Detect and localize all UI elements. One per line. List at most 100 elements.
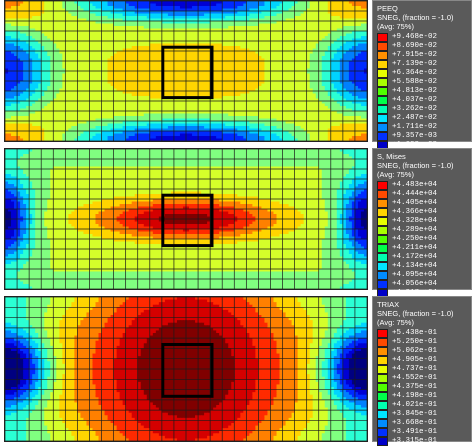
legend-row: +1.711e-02: [377, 123, 471, 132]
mesh-grid: [5, 1, 367, 141]
legend-row: +4.737e-01: [377, 365, 471, 374]
legend-tick-label: +8.690e-02: [392, 42, 437, 51]
legend-swatch: [377, 365, 388, 374]
legend-tick-label: +4.813e-02: [392, 87, 437, 96]
legend-tick-label: +7.139e-02: [392, 60, 437, 69]
legend-row: +4.483e+04: [377, 181, 471, 190]
legend-tick-label: +5.438e-01: [392, 329, 437, 338]
legend-swatch: [377, 33, 388, 42]
legend-swatch: [377, 132, 388, 141]
legend-title: PEEQ: [377, 4, 471, 13]
legend-swatch: [377, 51, 388, 60]
legend-swatch: [377, 114, 388, 123]
legend-row: +4.375e-01: [377, 383, 471, 392]
legend-peeq: PEEQ SNEG, (fraction = -1.0) (Avg: 75%) …: [372, 0, 472, 150]
legend-row: +7.139e-02: [377, 60, 471, 69]
legend-tick-label: +3.668e-01: [392, 419, 437, 428]
legend-tick-label: +9.468e-02: [392, 33, 437, 42]
legend-row: +7.915e-02: [377, 51, 471, 60]
legend-tick-label: +4.250e+04: [392, 235, 437, 244]
legend-tick-label: +1.711e-02: [392, 123, 437, 132]
legend-swatch: [377, 392, 388, 401]
contour-plot-mises: [4, 148, 368, 290]
legend-row: +3.262e-02: [377, 105, 471, 114]
contour-panel-peeq: PEEQ SNEG, (fraction = -1.0) (Avg: 75%) …: [0, 0, 474, 150]
legend-swatch: [377, 338, 388, 347]
legend-tick-label: +4.737e-01: [392, 365, 437, 374]
legend-tick-label: +4.366e+04: [392, 208, 437, 217]
legend-row: +4.037e-02: [377, 96, 471, 105]
legend-swatch: [377, 437, 388, 446]
legend-row: +2.487e-02: [377, 114, 471, 123]
legend-tick-label: +5.250e-01: [392, 338, 437, 347]
legend-row: +5.438e-01: [377, 329, 471, 338]
legend-swatch: [377, 226, 388, 235]
legend-swatch: [377, 347, 388, 356]
legend-tick-label: +3.315e-01: [392, 437, 437, 446]
legend-rows: +5.438e-01 +5.250e-01 +5.062e-01 +4.905e-01…: [377, 329, 471, 446]
legend-tick-label: +4.134e+04: [392, 262, 437, 271]
legend-swatch: [377, 96, 388, 105]
legend-swatch: [377, 123, 388, 132]
legend-row: +4.250e+04: [377, 235, 471, 244]
legend-row: +3.315e-01: [377, 437, 471, 446]
legend-tick-label: +4.483e+04: [392, 181, 437, 190]
legend-row: +9.357e-03: [377, 132, 471, 141]
contour-plot-triax: [4, 296, 368, 442]
legend-row: +3.845e-01: [377, 410, 471, 419]
contour-panel-triax: TRIAX SNEG, (fraction = -1.0) (Avg: 75%)…: [0, 296, 474, 446]
legend-swatch: [377, 410, 388, 419]
legend-swatch: [377, 78, 388, 87]
legend-swatch: [377, 428, 388, 437]
contour-mesh-peeq: [5, 1, 367, 141]
legend-avg: (Avg: 75%): [377, 318, 471, 327]
legend-swatch: [377, 419, 388, 428]
legend-tick-label: +4.172e+04: [392, 253, 437, 262]
legend-tick-label: +4.021e-01: [392, 401, 437, 410]
legend-swatch: [377, 60, 388, 69]
legend-title: TRIAX: [377, 300, 471, 309]
legend-swatch: [377, 235, 388, 244]
legend-tick-label: +4.405e+04: [392, 199, 437, 208]
legend-tick-label: +4.289e+04: [392, 226, 437, 235]
mesh-grid: [5, 149, 367, 289]
legend-tick-label: +4.056e+04: [392, 280, 437, 289]
legend-swatch: [377, 105, 388, 114]
legend-row: +4.289e+04: [377, 226, 471, 235]
legend-tick-label: +4.375e-01: [392, 383, 437, 392]
legend-tick-label: +7.915e-02: [392, 51, 437, 60]
highlight-square: [161, 343, 214, 398]
legend-row: +4.172e+04: [377, 253, 471, 262]
contour-plot-peeq: [4, 0, 368, 142]
legend-swatch: [377, 87, 388, 96]
legend-tick-label: +6.364e-02: [392, 69, 437, 78]
legend-tick-label: +4.905e-01: [392, 356, 437, 365]
legend-row: +4.095e+04: [377, 271, 471, 280]
legend-tick-label: +5.062e-01: [392, 347, 437, 356]
legend-swatch: [377, 262, 388, 271]
legend-swatch: [377, 329, 388, 338]
legend-subtitle: SNEG, (fraction = -1.0): [377, 13, 471, 22]
legend-row: +4.405e+04: [377, 199, 471, 208]
legend-row: +5.588e-02: [377, 78, 471, 87]
legend-swatch: [377, 271, 388, 280]
legend-tick-label: +9.357e-03: [392, 132, 437, 141]
legend-swatch: [377, 69, 388, 78]
legend-tick-label: +4.552e-01: [392, 374, 437, 383]
legend-tick-label: +3.491e-01: [392, 428, 437, 437]
legend-tick-label: +4.095e+04: [392, 271, 437, 280]
legend-row: +4.328e+04: [377, 217, 471, 226]
legend-row: +3.668e-01: [377, 419, 471, 428]
legend-mises: S, Mises SNEG, (fraction = -1.0) (Avg: 7…: [372, 148, 472, 298]
legend-row: +3.491e-01: [377, 428, 471, 437]
legend-swatch: [377, 199, 388, 208]
legend-tick-label: +3.845e-01: [392, 410, 437, 419]
legend-swatch: [377, 244, 388, 253]
legend-tick-label: +4.017e+04: [392, 289, 437, 298]
legend-row: +4.366e+04: [377, 208, 471, 217]
legend-tick-label: +4.211e+04: [392, 244, 437, 253]
legend-row: +4.134e+04: [377, 262, 471, 271]
legend-avg: (Avg: 75%): [377, 22, 471, 31]
contour-mesh-triax: [5, 297, 367, 441]
legend-row: +6.364e-02: [377, 69, 471, 78]
